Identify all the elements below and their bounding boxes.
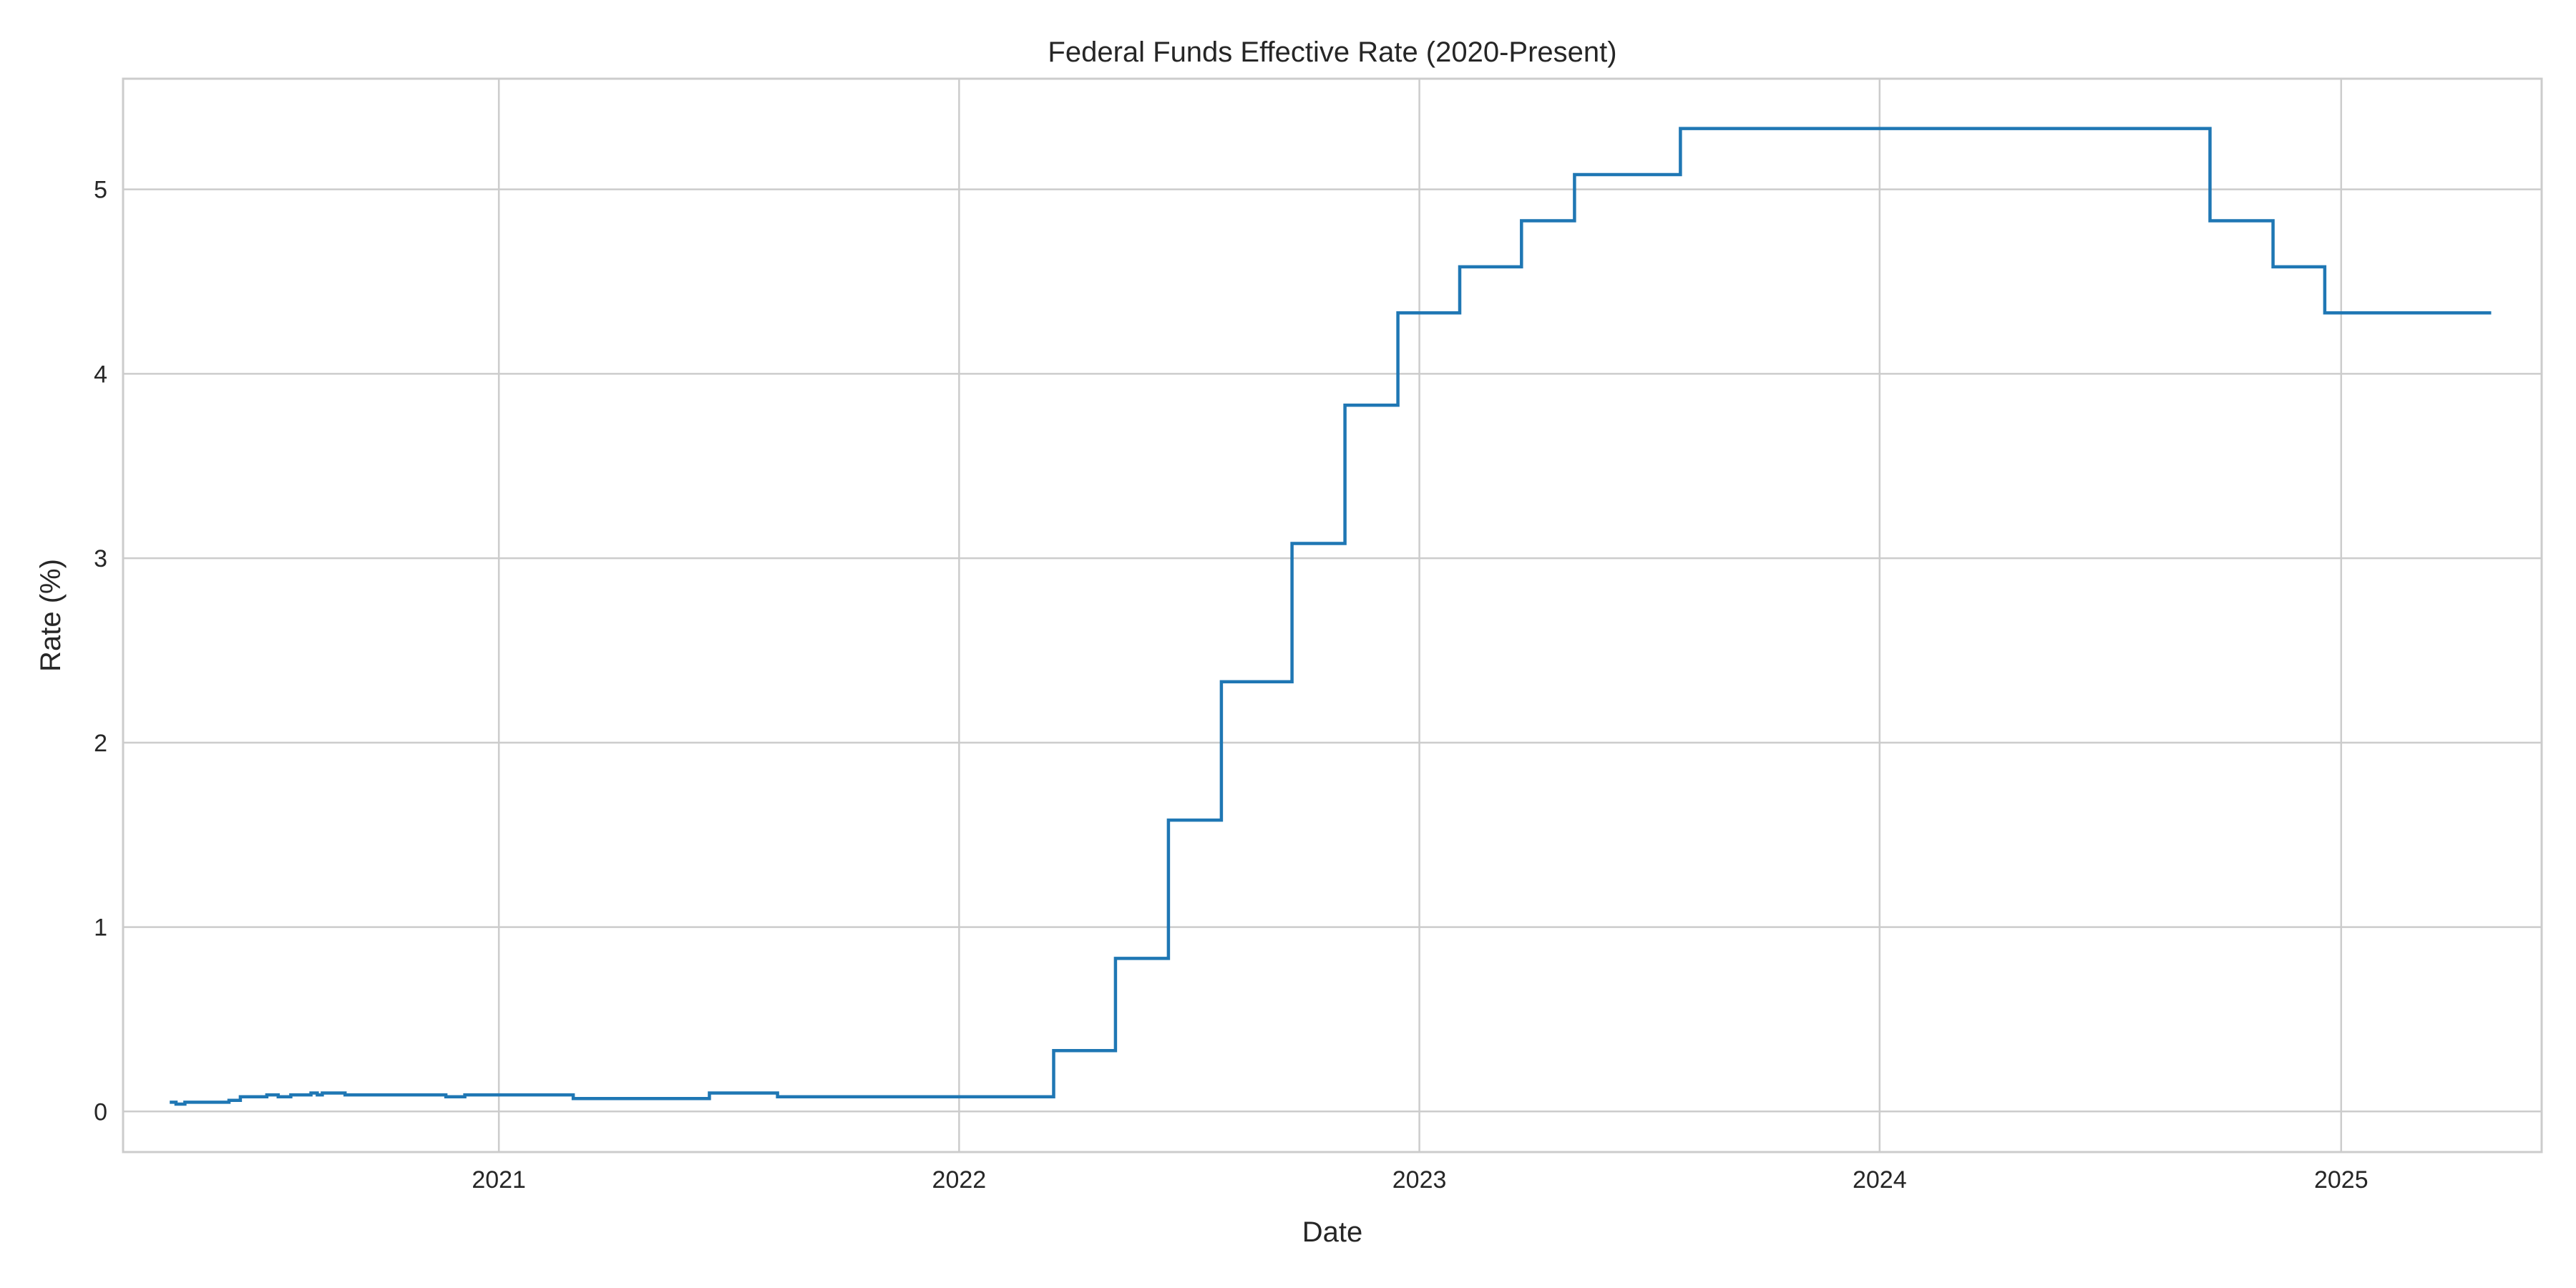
y-tick-label: 3 [94,545,107,572]
series-line-fed-funds-rate [170,127,2492,1106]
x-tick-label: 2021 [472,1166,526,1194]
tick-layer: 0 1 2 3 4 5 2021 2022 2023 2024 2025 [94,177,2368,1194]
x-tick-label: 2024 [1853,1166,1907,1194]
y-tick-label: 0 [94,1098,107,1126]
x-tick-label: 2022 [932,1166,987,1194]
x-tick-label: 2025 [2314,1166,2368,1194]
plot-frame [122,77,2543,1153]
y-tick-label: 2 [94,730,107,757]
y-axis-label: Rate (%) [35,559,67,672]
x-tick-label: 2023 [1392,1166,1447,1194]
y-tick-label: 4 [94,361,107,388]
chart-title: Federal Funds Effective Rate (2020-Prese… [1048,36,1616,68]
y-tick-label: 5 [94,177,107,204]
grid-layer [123,79,2542,1152]
y-tick-label: 1 [94,914,107,942]
series-layer [170,127,2492,1106]
x-axis-label: Date [1302,1216,1363,1248]
